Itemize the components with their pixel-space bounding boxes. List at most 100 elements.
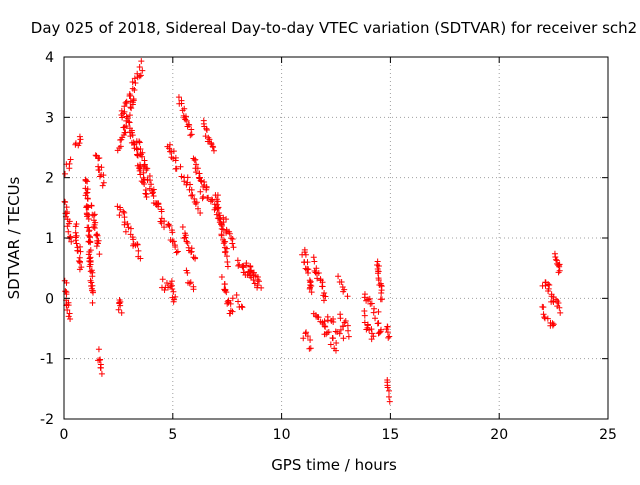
- data-point: [73, 220, 80, 227]
- data-point: [86, 248, 93, 255]
- data-point: [64, 223, 71, 230]
- data-point: [345, 327, 352, 334]
- data-point: [150, 193, 157, 200]
- data-point: [375, 262, 382, 269]
- data-point: [221, 280, 228, 287]
- data-point: [229, 295, 236, 302]
- data-point: [384, 384, 391, 391]
- data-point: [341, 286, 348, 293]
- data-point: [345, 333, 352, 340]
- data-point: [137, 255, 144, 262]
- data-point: [378, 290, 385, 297]
- data-point: [223, 253, 230, 260]
- data-point: [205, 134, 212, 141]
- data-point: [228, 235, 235, 242]
- data-point: [117, 206, 124, 213]
- data-point: [333, 340, 340, 347]
- data-point: [546, 281, 553, 288]
- data-point: [84, 195, 91, 202]
- y-tick-label: 2: [45, 171, 54, 187]
- x-tick-label: 15: [381, 427, 399, 443]
- data-point: [209, 197, 216, 204]
- y-tick-label: -1: [40, 352, 54, 368]
- data-point: [224, 263, 231, 270]
- data-point: [304, 265, 311, 272]
- data-point: [89, 273, 96, 280]
- data-point: [65, 228, 72, 235]
- data-point: [166, 145, 173, 152]
- data-point: [187, 279, 194, 286]
- data-point: [234, 257, 241, 264]
- data-point: [129, 132, 136, 139]
- data-point: [65, 313, 72, 320]
- data-point: [100, 172, 107, 179]
- data-point: [120, 208, 127, 215]
- data-point: [66, 160, 73, 167]
- data-point: [374, 320, 381, 327]
- data-point: [95, 346, 102, 353]
- data-point: [132, 80, 139, 87]
- data-point: [186, 280, 193, 287]
- data-point: [72, 237, 79, 244]
- data-point: [213, 201, 220, 208]
- data-point: [301, 249, 308, 256]
- data-point: [556, 267, 563, 274]
- data-point: [222, 249, 229, 256]
- data-point: [361, 294, 368, 301]
- data-point: [78, 264, 85, 271]
- data-point: [184, 269, 191, 276]
- data-point: [378, 326, 385, 333]
- data-point: [170, 288, 177, 295]
- data-point: [124, 115, 131, 122]
- data-point: [314, 314, 321, 321]
- data-point: [203, 125, 210, 132]
- data-point: [87, 268, 94, 275]
- y-tick-label: 1: [45, 231, 54, 247]
- data-point: [555, 300, 562, 307]
- data-point: [557, 309, 564, 316]
- data-point: [384, 329, 391, 336]
- data-point: [168, 148, 175, 155]
- data-point: [166, 222, 173, 229]
- data-point: [77, 248, 84, 255]
- data-point: [173, 249, 180, 256]
- data-point: [137, 165, 144, 172]
- data-point: [366, 295, 373, 302]
- data-point: [136, 139, 143, 146]
- data-point: [386, 398, 393, 405]
- data-point: [149, 189, 156, 196]
- data-point: [230, 244, 237, 251]
- data-point: [135, 165, 142, 172]
- data-point: [131, 141, 138, 148]
- data-point: [139, 153, 146, 160]
- data-point: [93, 232, 100, 239]
- data-point: [131, 75, 138, 82]
- data-point: [172, 293, 179, 300]
- data-point: [178, 173, 185, 180]
- x-tick-label: 0: [60, 427, 69, 443]
- x-tick-label: 5: [168, 427, 177, 443]
- data-point: [181, 105, 188, 112]
- data-point: [306, 345, 313, 352]
- data-point: [233, 292, 240, 299]
- data-point: [332, 328, 339, 335]
- data-point: [161, 218, 168, 225]
- data-point: [192, 200, 199, 207]
- data-point: [256, 278, 263, 285]
- data-point: [375, 268, 382, 275]
- data-point: [117, 143, 124, 150]
- data-point: [215, 204, 222, 211]
- data-point: [119, 114, 126, 121]
- data-point: [127, 98, 134, 105]
- data-point: [307, 336, 314, 343]
- data-point: [386, 333, 393, 340]
- data-point: [254, 282, 261, 289]
- data-point: [175, 94, 182, 101]
- data-point: [188, 126, 195, 133]
- data-point: [188, 186, 195, 193]
- data-point: [556, 261, 563, 268]
- data-point: [134, 241, 141, 248]
- data-point: [189, 192, 196, 199]
- data-point: [214, 205, 221, 212]
